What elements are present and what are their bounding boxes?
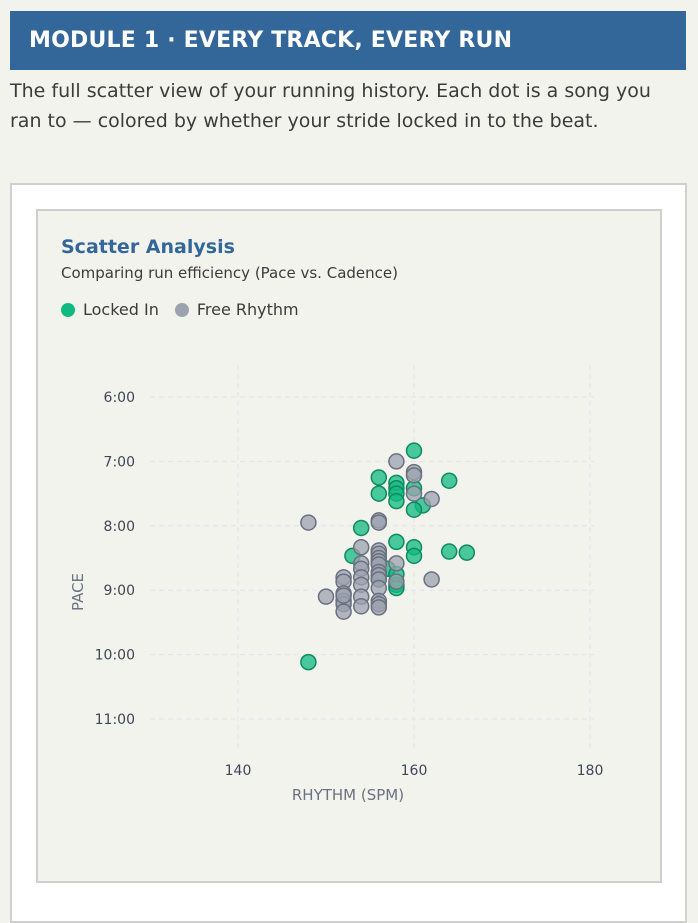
free-rhythm-point[interactable]	[335, 587, 352, 604]
card-title: Scatter Analysis	[61, 236, 235, 258]
y-tick-label: 9:00	[104, 583, 135, 599]
free-rhythm-point[interactable]	[300, 514, 317, 531]
locked-in-point[interactable]	[458, 544, 476, 561]
card-subtitle: Comparing run efficiency (Pace vs. Caden…	[61, 264, 398, 282]
x-axis-ticks: 140 160 180	[225, 763, 604, 779]
y-tick-label: 6:00	[104, 390, 135, 406]
free-rhythm-point[interactable]	[423, 490, 440, 508]
y-tick-label: 10:00	[95, 648, 135, 664]
legend-item-free-rhythm[interactable]: Free Rhythm	[174, 300, 299, 319]
module-header: MODULE 1 · EVERY TRACK, EVERY RUN	[10, 11, 686, 70]
free-rhythm-point[interactable]	[370, 599, 388, 616]
module-title: MODULE 1 · EVERY TRACK, EVERY RUN	[29, 28, 513, 53]
free-rhythm-point[interactable]	[335, 603, 352, 620]
free-rhythm-point[interactable]	[352, 539, 370, 556]
locked-in-point[interactable]	[370, 485, 388, 502]
locked-in-point[interactable]	[388, 533, 405, 551]
x-axis-title: RHYTHM (SPM)	[292, 786, 404, 804]
locked-in-point[interactable]	[300, 653, 317, 671]
free-rhythm-dot-icon	[174, 302, 189, 317]
legend-item-locked-in[interactable]: Locked In	[61, 300, 159, 319]
scatter-card	[36, 209, 662, 883]
x-tick-label: 140	[225, 763, 252, 779]
free-rhythm-point[interactable]	[423, 571, 440, 588]
free-rhythm-point[interactable]	[317, 588, 335, 605]
y-axis-ticks: 6:00 7:00 8:00 9:00 10:00 11:00	[95, 390, 135, 728]
free-rhythm-point[interactable]	[388, 555, 405, 572]
data-points	[300, 442, 476, 671]
locked-in-point[interactable]	[405, 442, 423, 459]
free-rhythm-point[interactable]	[370, 514, 388, 531]
y-tick-label: 8:00	[104, 519, 135, 535]
free-rhythm-point[interactable]	[388, 453, 405, 470]
legend-label: Free Rhythm	[196, 300, 299, 319]
locked-in-point[interactable]	[405, 547, 423, 565]
free-rhythm-point[interactable]	[405, 485, 423, 502]
free-rhythm-point[interactable]	[352, 598, 370, 615]
chart-legend: Locked In Free Rhythm	[61, 300, 299, 319]
free-rhythm-point[interactable]	[405, 467, 423, 484]
locked-in-point[interactable]	[370, 469, 388, 486]
y-tick-label: 11:00	[95, 712, 135, 728]
y-axis-title: PACE	[69, 573, 87, 611]
x-tick-label: 160	[401, 763, 428, 779]
locked-in-dot-icon	[61, 302, 75, 317]
legend-label: Locked In	[83, 300, 159, 319]
module-description: The full scatter view of your running hi…	[10, 80, 651, 132]
free-rhythm-point[interactable]	[388, 573, 405, 590]
locked-in-point[interactable]	[440, 472, 458, 489]
y-tick-label: 7:00	[104, 454, 135, 470]
locked-in-point[interactable]	[440, 543, 458, 560]
x-tick-label: 180	[577, 763, 604, 779]
locked-in-point[interactable]	[388, 492, 405, 510]
locked-in-point[interactable]	[352, 519, 370, 537]
locked-in-point[interactable]	[405, 501, 423, 518]
